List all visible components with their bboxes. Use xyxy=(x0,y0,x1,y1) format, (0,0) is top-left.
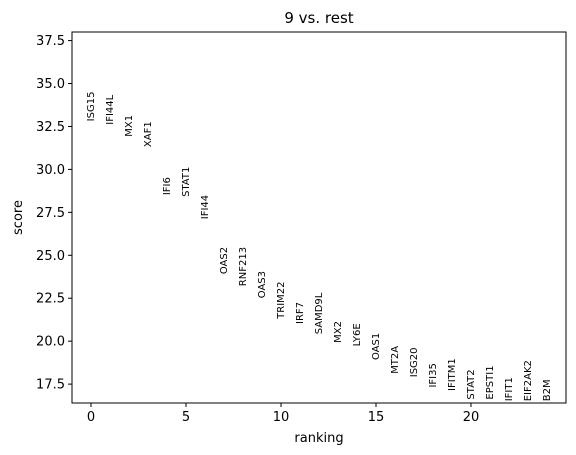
gene-label-ifit1: IFIT1 xyxy=(504,377,515,401)
gene-label-ifi6: IFI6 xyxy=(162,177,173,195)
plot-frame xyxy=(71,31,567,404)
y-tick-label: 32.5 xyxy=(36,120,65,135)
y-tick-label: 37.5 xyxy=(36,34,65,49)
y-tick-label: 30.0 xyxy=(36,163,65,178)
x-tick-label: 5 xyxy=(182,410,190,425)
gene-label-oas3: OAS3 xyxy=(257,271,268,298)
y-tick-label: 35.0 xyxy=(36,77,65,92)
gene-label-mx2: MX2 xyxy=(333,321,344,343)
x-axis-label: ranking xyxy=(294,431,343,446)
gene-label-ifi35: IFI35 xyxy=(428,363,439,387)
x-tick-label: 15 xyxy=(368,410,385,425)
x-tick-label: 10 xyxy=(273,410,290,425)
gene-label-samd9l: SAMD9L xyxy=(314,292,325,334)
chart-title: 9 vs. rest xyxy=(284,9,353,27)
gene-labels: ISG15 IFI44L MX1 XAF1 IFI6 STAT1 IFI44 OAS2 RNF2… xyxy=(86,92,553,402)
y-tick-label: 20.0 xyxy=(36,335,65,350)
gene-label-isg20: ISG20 xyxy=(409,347,420,377)
y-tick-label: 17.5 xyxy=(36,378,65,393)
gene-label-isg15: ISG15 xyxy=(86,92,97,122)
gene-label-epsti1: EPSTI1 xyxy=(485,365,496,399)
gene-label-ifitm1: IFITM1 xyxy=(447,358,458,391)
y-axis-label: score xyxy=(11,200,26,235)
gene-label-stat2: STAT2 xyxy=(466,369,477,399)
y-axis-ticks: 17.5 20.0 22.5 25.0 27.5 30.0 32.5 35.0 37.5 xyxy=(36,34,72,393)
x-axis-ticks: 0 5 10 15 20 xyxy=(87,403,479,425)
gene-label-rnf213: RNF213 xyxy=(238,247,249,286)
gene-label-mx1: MX1 xyxy=(124,115,135,137)
gene-label-ifi44: IFI44 xyxy=(200,195,211,219)
gene-label-irf7: IRF7 xyxy=(295,302,306,324)
gene-label-eif2ak2: EIF2AK2 xyxy=(523,360,534,401)
gene-label-oas2: OAS2 xyxy=(219,247,230,274)
y-tick-label: 22.5 xyxy=(36,292,65,307)
x-tick-label: 20 xyxy=(463,410,480,425)
gene-label-trim22: TRIM22 xyxy=(276,281,287,319)
gene-label-xaf1: XAF1 xyxy=(143,121,154,147)
gene-label-ifi44l: IFI44L xyxy=(105,94,116,124)
gene-label-mt2a: MT2A xyxy=(390,346,401,374)
gene-label-ly6e: LY6E xyxy=(352,323,363,346)
x-tick-label: 0 xyxy=(87,410,95,425)
gene-label-b2m: B2M xyxy=(542,379,553,401)
y-tick-label: 25.0 xyxy=(36,249,65,264)
gene-label-oas1: OAS1 xyxy=(371,333,382,360)
y-tick-label: 27.5 xyxy=(36,206,65,221)
gene-label-stat1: STAT1 xyxy=(181,167,192,197)
